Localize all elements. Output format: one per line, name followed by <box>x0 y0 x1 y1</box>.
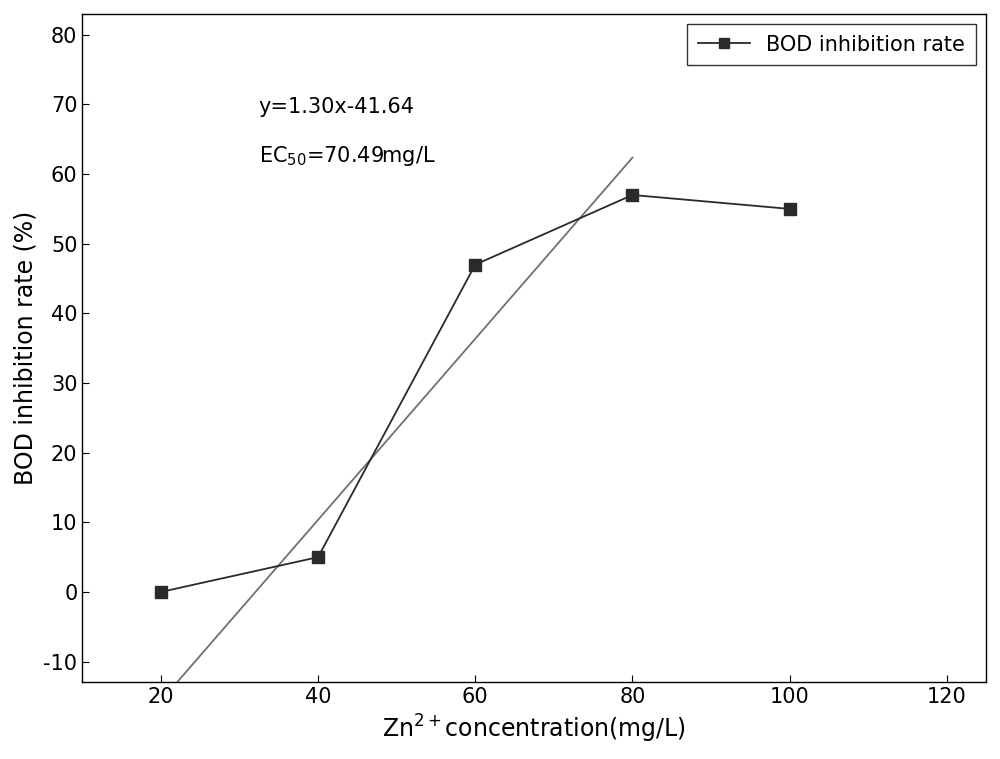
Y-axis label: BOD inhibition rate (%): BOD inhibition rate (%) <box>14 211 38 485</box>
Text: $\mathrm{EC}_{50}$=70.49mg/L: $\mathrm{EC}_{50}$=70.49mg/L <box>259 144 435 168</box>
Text: y=1.30x-41.64: y=1.30x-41.64 <box>259 97 415 118</box>
X-axis label: Zn$^{2+}$concentration(mg/L): Zn$^{2+}$concentration(mg/L) <box>382 713 686 745</box>
Legend: BOD inhibition rate: BOD inhibition rate <box>687 24 976 65</box>
